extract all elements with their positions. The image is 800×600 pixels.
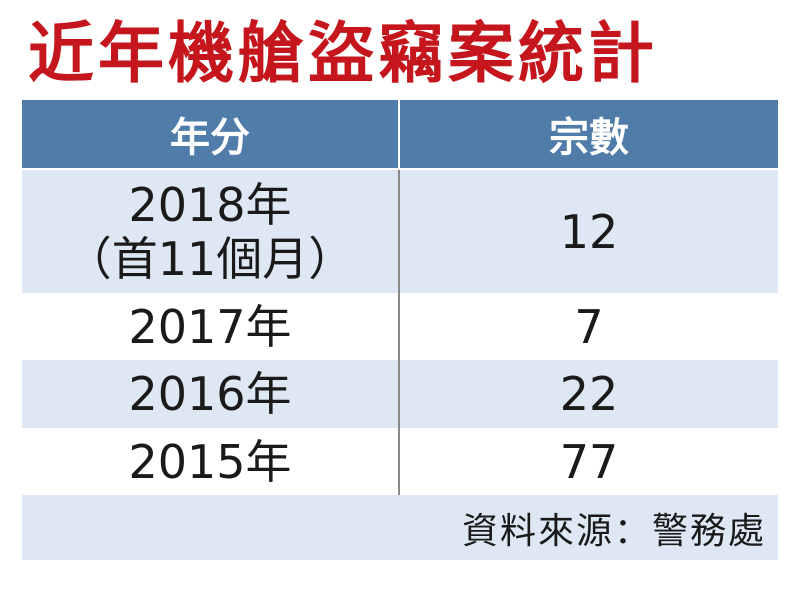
year-cell: 2016年 [128, 367, 292, 421]
count-cell: 7 [574, 299, 604, 354]
count-cell: 22 [559, 367, 619, 421]
count-cell: 12 [559, 204, 619, 259]
header-cell: 年分 [22, 100, 398, 168]
year-cell: 2017年 [128, 299, 292, 354]
column-separator [398, 170, 400, 495]
title: 近年機艙盜竊案統計 [28, 14, 658, 92]
count-cell: 77 [559, 434, 619, 489]
year-cell: 2018年 （首11個月） [22, 170, 398, 293]
year-line: （首11個月） [65, 231, 355, 286]
source-note: 資料來源：警務處 [461, 510, 766, 552]
header-cell: 宗數 [400, 100, 778, 168]
year-cell: 2015年 [128, 434, 292, 489]
row-bg [22, 495, 778, 560]
row-bg [22, 170, 778, 293]
year-line: 2018年 [128, 177, 292, 232]
row-bg [22, 360, 778, 428]
